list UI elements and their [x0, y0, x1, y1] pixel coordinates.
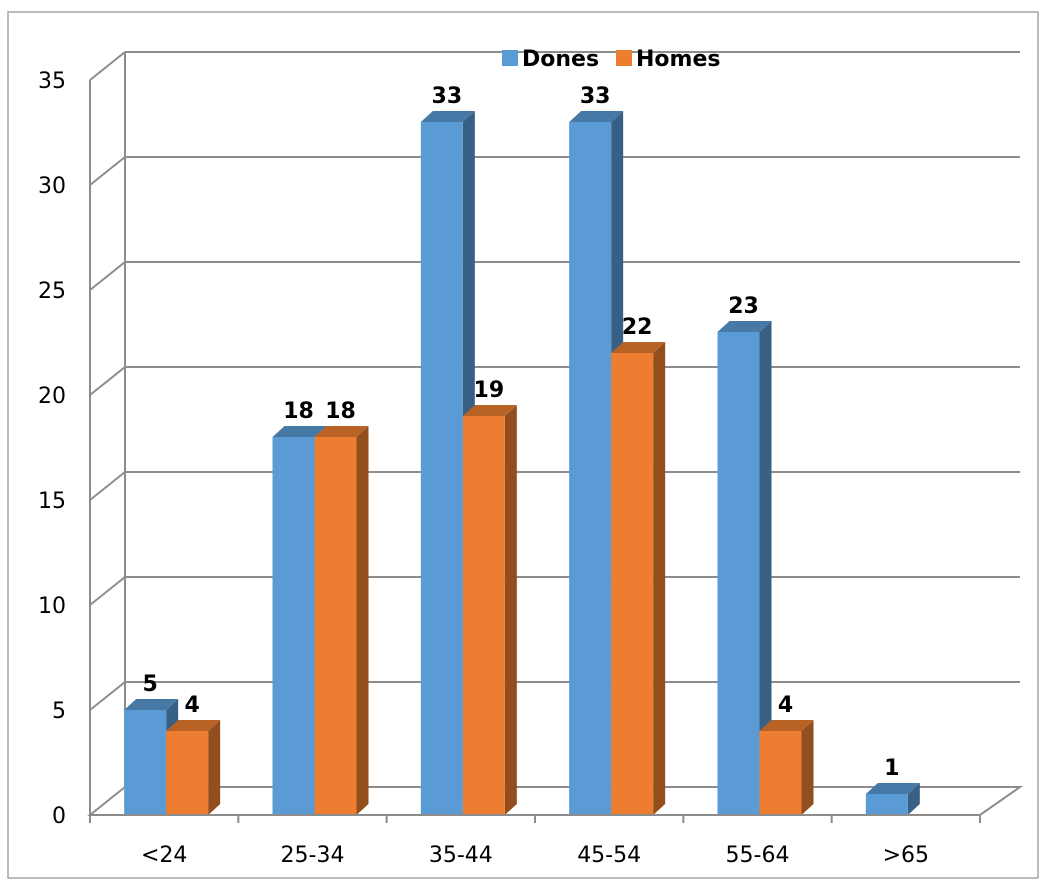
gridline-side — [89, 366, 126, 396]
x-tick-label: 45-54 — [577, 843, 641, 868]
bar-top — [717, 321, 772, 332]
gridline-side — [89, 156, 126, 186]
bar-side — [759, 321, 772, 815]
bar-side — [907, 783, 920, 815]
bar-side — [208, 720, 221, 815]
y-tick-label: 35 — [38, 69, 66, 94]
x-tick-label: 55-64 — [726, 843, 790, 868]
bar — [865, 794, 908, 815]
bar — [166, 731, 209, 815]
legend-label: Dones — [522, 47, 599, 72]
legend-swatch — [616, 50, 632, 66]
bar-top — [462, 405, 517, 416]
data-label: 33 — [580, 84, 611, 109]
bar-side — [504, 405, 517, 815]
bar — [462, 416, 505, 815]
bar-top — [569, 111, 624, 122]
gridline-side — [89, 471, 126, 501]
data-label: 4 — [185, 693, 200, 718]
bar — [124, 710, 167, 815]
legend: Dones Homes — [502, 47, 720, 72]
bar-top — [611, 342, 666, 353]
y-tick-label: 25 — [38, 279, 66, 304]
data-label: 1 — [884, 756, 899, 781]
bar — [314, 437, 357, 815]
bar-top — [124, 699, 179, 710]
bar — [420, 122, 463, 815]
y-tick-label: 5 — [52, 699, 66, 724]
bars — [124, 111, 920, 815]
bar-side — [801, 720, 814, 815]
y-tick-label: 20 — [38, 384, 66, 409]
data-label: 18 — [283, 399, 314, 424]
gridline-side — [89, 51, 126, 81]
bar-top — [314, 426, 369, 437]
y-axis: 0 5 10 15 20 25 30 35 — [38, 69, 91, 829]
bar — [717, 332, 760, 815]
x-axis: <24 25-34 35-44 45-54 55-64 >65 — [89, 814, 981, 868]
data-label: 4 — [778, 693, 793, 718]
y-tick-label: 30 — [38, 174, 66, 199]
data-label: 33 — [432, 84, 463, 109]
bar — [611, 353, 654, 815]
bar-top — [420, 111, 475, 122]
bar-top — [166, 720, 221, 731]
bar-side — [356, 426, 369, 815]
x-tick-label: <24 — [141, 843, 187, 868]
data-label: 22 — [622, 315, 653, 340]
data-label: 19 — [474, 378, 505, 403]
bar-top — [865, 783, 920, 794]
y-tick-label: 10 — [38, 594, 66, 619]
data-label: 23 — [728, 294, 759, 319]
data-labels: 5 4 18 18 33 19 33 22 23 4 1 — [143, 84, 900, 781]
x-tick-label: >65 — [883, 843, 929, 868]
y-tick-label: 0 — [52, 804, 66, 829]
bar — [569, 122, 612, 815]
gridline-side — [89, 261, 126, 291]
data-label: 18 — [325, 399, 356, 424]
legend-label: Homes — [636, 47, 720, 72]
gridline-side — [89, 681, 126, 711]
gridline-side — [89, 576, 126, 606]
x-tick-label: 35-44 — [429, 843, 493, 868]
y-tick-label: 15 — [38, 489, 66, 514]
x-tick-label: 25-34 — [281, 843, 345, 868]
bar-side — [653, 342, 666, 815]
data-label: 5 — [143, 672, 158, 697]
bar — [759, 731, 802, 815]
bar — [272, 437, 315, 815]
bar-top — [272, 426, 327, 437]
legend-swatch — [502, 50, 518, 66]
bar-top — [759, 720, 814, 731]
